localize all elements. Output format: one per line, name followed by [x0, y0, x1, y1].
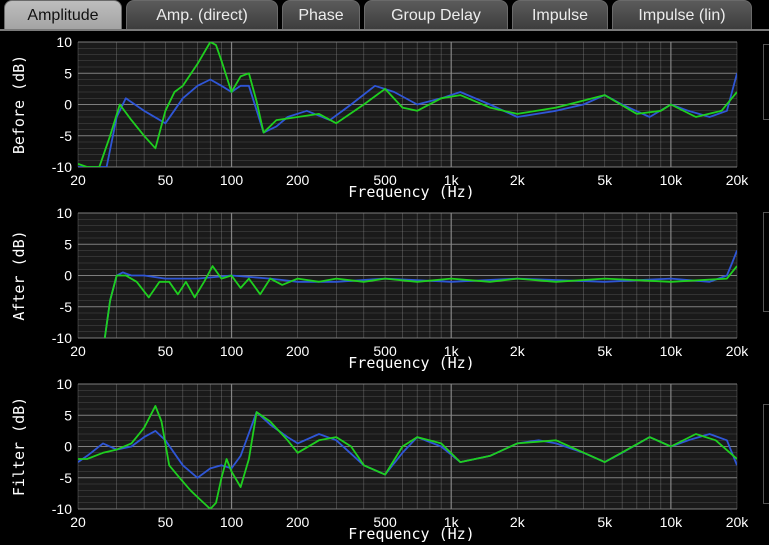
- x-tick-label: 10k: [660, 172, 684, 188]
- tab-amplitude[interactable]: Amplitude: [4, 0, 122, 29]
- tab-phase[interactable]: Phase: [282, 0, 360, 29]
- x-axis-label: Frequency (Hz): [348, 183, 474, 201]
- x-tick-label: 2k: [510, 172, 526, 188]
- series-line-green: [78, 42, 737, 167]
- x-tick-label: 50: [158, 514, 174, 530]
- x-tick-label: 50: [158, 172, 174, 188]
- x-tick-label: 100: [220, 172, 244, 188]
- y-tick-label: 10: [56, 205, 72, 221]
- series-line-green: [103, 265, 737, 338]
- x-tick-label: 20k: [726, 172, 750, 188]
- tab-impulse-lin[interactable]: Impulse (lin): [612, 0, 752, 29]
- y-axis-label: Filter (dB): [10, 397, 28, 496]
- y-tick-label: -10: [52, 330, 72, 346]
- tab-impulse[interactable]: Impulse: [512, 0, 608, 29]
- y-tick-label: -10: [52, 501, 72, 517]
- x-tick-label: 20: [70, 172, 86, 188]
- x-tick-label: 2k: [510, 514, 526, 530]
- x-axis-label: Frequency (Hz): [348, 354, 474, 372]
- x-tick-label: 20k: [726, 343, 750, 359]
- side-panel-3: [763, 404, 769, 504]
- tab-amp-direct[interactable]: Amp. (direct): [126, 0, 278, 29]
- y-tick-label: 0: [64, 268, 72, 284]
- x-tick-label: 1k: [444, 343, 460, 359]
- x-axis-label: Frequency (Hz): [348, 525, 474, 543]
- x-tick-label: 20: [70, 343, 86, 359]
- tab-underline: [0, 29, 769, 31]
- y-tick-label: 5: [64, 65, 72, 81]
- tab-group-delay[interactable]: Group Delay: [364, 0, 508, 29]
- y-axis-label: After (dB): [10, 230, 28, 320]
- y-tick-label: -5: [60, 128, 73, 144]
- x-tick-label: 500: [373, 172, 397, 188]
- x-tick-label: 1k: [444, 172, 460, 188]
- tab-bar: Amplitude Amp. (direct) Phase Group Dela…: [0, 0, 769, 31]
- x-tick-label: 100: [220, 343, 244, 359]
- y-tick-label: 5: [64, 236, 72, 252]
- y-axis-label: Before (dB): [10, 55, 28, 154]
- y-tick-label: -5: [60, 470, 73, 486]
- y-tick-label: 0: [64, 439, 72, 455]
- x-tick-label: 20: [70, 514, 86, 530]
- x-tick-label: 200: [286, 172, 310, 188]
- x-tick-label: 10k: [660, 514, 684, 530]
- y-tick-label: -10: [52, 159, 72, 175]
- side-panel-2: [763, 212, 769, 312]
- x-tick-label: 5k: [597, 514, 613, 530]
- x-tick-label: 200: [286, 343, 310, 359]
- x-tick-label: 10k: [660, 343, 684, 359]
- y-tick-label: -5: [60, 299, 73, 315]
- x-tick-label: 1k: [444, 514, 460, 530]
- x-tick-label: 5k: [597, 343, 613, 359]
- x-tick-label: 500: [373, 514, 397, 530]
- x-tick-label: 2k: [510, 343, 526, 359]
- series-line-green: [78, 404, 737, 509]
- y-tick-label: 5: [64, 407, 72, 423]
- x-tick-label: 100: [220, 514, 244, 530]
- y-tick-label: 10: [56, 34, 72, 50]
- y-tick-label: 10: [56, 376, 72, 392]
- y-tick-label: 0: [64, 97, 72, 113]
- side-panel-1: [763, 44, 769, 120]
- x-tick-label: 5k: [597, 172, 613, 188]
- x-tick-label: 200: [286, 514, 310, 530]
- x-tick-label: 50: [158, 343, 174, 359]
- x-tick-label: 20k: [726, 514, 750, 530]
- x-tick-label: 500: [373, 343, 397, 359]
